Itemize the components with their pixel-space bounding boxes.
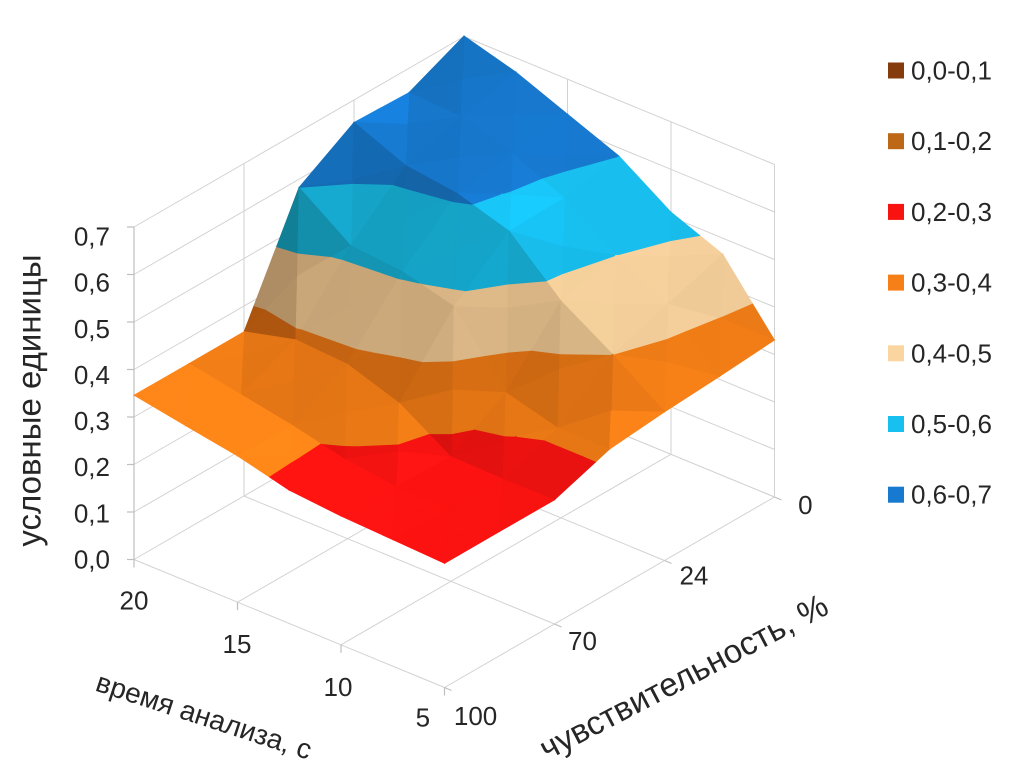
svg-text:0,1: 0,1 — [74, 498, 110, 528]
svg-text:100: 100 — [454, 701, 497, 731]
svg-text:0,6-0,7: 0,6-0,7 — [911, 480, 992, 510]
svg-text:0,4-0,5: 0,4-0,5 — [911, 338, 992, 368]
svg-text:0,7: 0,7 — [74, 222, 110, 252]
svg-text:10: 10 — [324, 672, 353, 702]
svg-text:24: 24 — [679, 561, 708, 591]
svg-text:0,1-0,2: 0,1-0,2 — [911, 126, 992, 156]
svg-text:0,0-0,1: 0,0-0,1 — [911, 56, 992, 86]
svg-text:условные единицы: условные единицы — [11, 254, 48, 546]
svg-text:15: 15 — [223, 629, 252, 659]
svg-text:0,6: 0,6 — [74, 268, 110, 298]
svg-text:0,0: 0,0 — [74, 545, 110, 575]
svg-text:0,2-0,3: 0,2-0,3 — [911, 197, 992, 227]
svg-text:20: 20 — [120, 586, 149, 616]
svg-text:5: 5 — [416, 702, 430, 732]
svg-text:0,3: 0,3 — [74, 406, 110, 436]
svg-text:0,5-0,6: 0,5-0,6 — [911, 409, 992, 439]
svg-text:0,5: 0,5 — [74, 314, 110, 344]
svg-text:0,4: 0,4 — [74, 360, 110, 390]
svg-text:0,2: 0,2 — [74, 452, 110, 482]
svg-text:0,3-0,4: 0,3-0,4 — [911, 268, 992, 298]
svg-text:0: 0 — [798, 490, 812, 520]
svg-text:70: 70 — [568, 626, 597, 656]
